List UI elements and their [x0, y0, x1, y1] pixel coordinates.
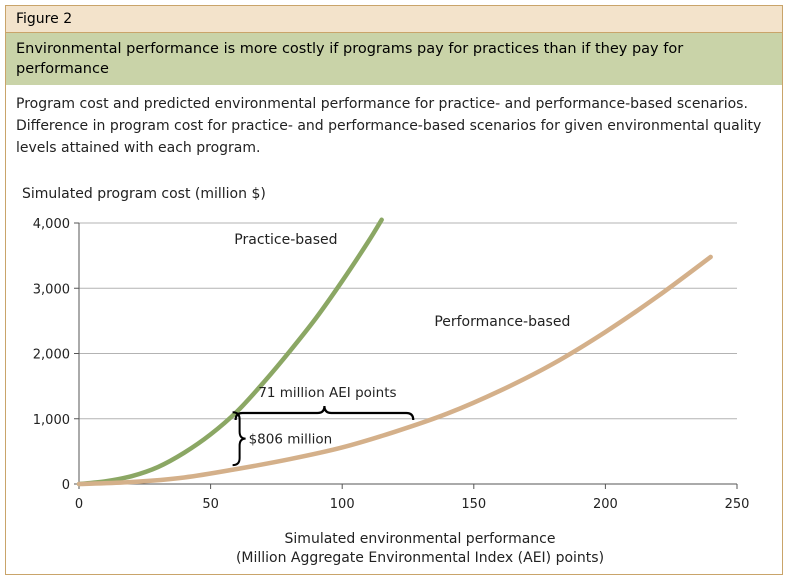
figure-headline: Environmental performance is more costly… — [6, 33, 782, 85]
annotations: 71 million AEI points $806 million — [232, 385, 415, 467]
x-tick-label: 200 — [593, 497, 618, 512]
x-tick-label: 50 — [202, 497, 219, 512]
series-line-performance-based — [76, 254, 713, 487]
y-tick-label: 0 — [62, 478, 70, 493]
y-tick-label: 4,000 — [33, 217, 70, 232]
series-label-performance-based: Performance-based — [434, 314, 570, 330]
figure-label: Figure 2 — [6, 6, 782, 33]
x-axis-title-line1: Simulated environmental performance — [285, 531, 556, 547]
figure-description: Program cost and predicted environmental… — [16, 96, 762, 156]
y-tick-label: 2,000 — [33, 348, 70, 363]
vertical-brace — [232, 411, 246, 467]
horizontal-gap-label: 71 million AEI points — [258, 385, 396, 401]
x-axis-title-line2: (Million Aggregate Environmental Index (… — [236, 550, 604, 566]
x-tick-label: 150 — [461, 497, 486, 512]
x-tick-label: 100 — [330, 497, 355, 512]
grid-lines — [79, 222, 737, 420]
horizontal-brace — [234, 405, 415, 421]
series-label-practice-based: Practice-based — [234, 232, 337, 248]
vertical-gap-label: $806 million — [249, 432, 333, 448]
y-tick-label: 3,000 — [33, 282, 70, 297]
series-lines: Practice-based Performance-based — [76, 217, 713, 487]
x-tick-label: 0 — [75, 497, 83, 512]
y-tick-label: 1,000 — [33, 413, 70, 428]
y-axis-title: Simulated program cost (million $) — [22, 186, 266, 202]
x-tick-label: 250 — [725, 497, 750, 512]
series-line-practice-based — [76, 217, 384, 487]
axes: 0 1,000 2,000 3,000 4,000 0 50 100 150 200 250 — [33, 217, 750, 512]
